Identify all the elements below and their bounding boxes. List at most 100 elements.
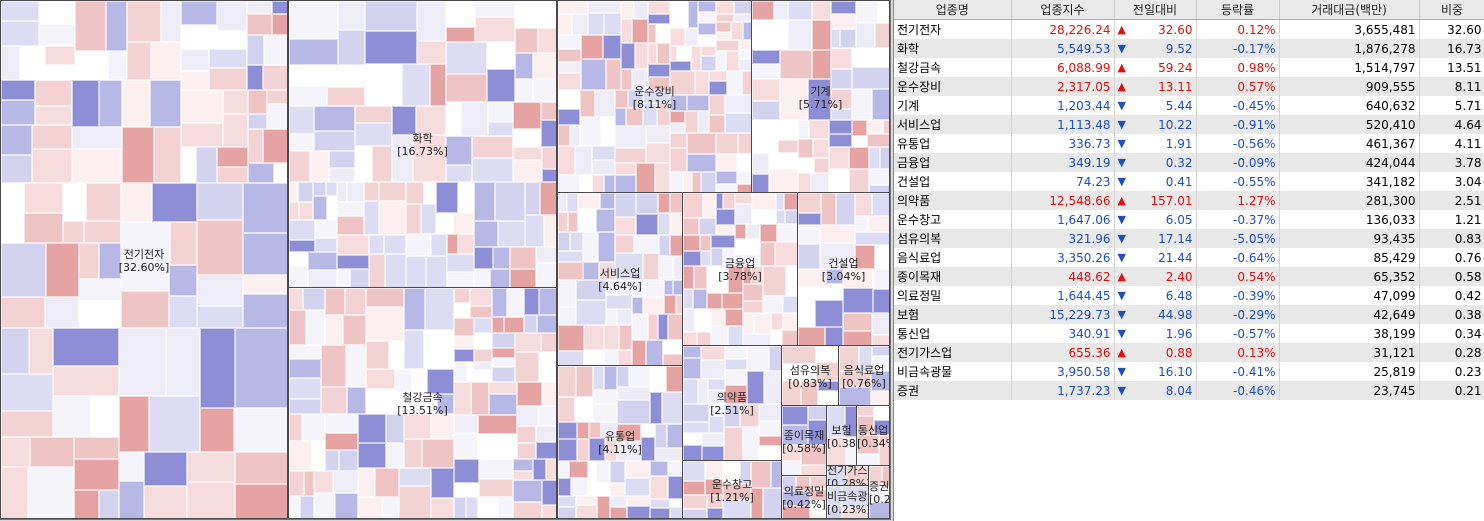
tile-block	[513, 480, 542, 502]
tile-block	[517, 443, 536, 459]
tile-block	[743, 22, 751, 40]
tile-block	[782, 330, 797, 345]
table-row[interactable]: 건설업 74.23 ▼ 0.41 -0.55% 341,182 3.04	[894, 172, 1484, 191]
sector-tile[interactable]: 보험[0.38%]	[826, 405, 857, 466]
column-header: 거래대금(백만)	[1279, 0, 1420, 20]
tile-block	[487, 42, 515, 69]
table-row[interactable]: 음식료업 3,350.26 ▼ 21.44 -0.64% 85,429 0.76	[894, 248, 1484, 267]
table-row[interactable]: 유통업 336.73 ▼ 1.91 -0.56% 461,367 4.11	[894, 134, 1484, 153]
tile-block	[774, 20, 788, 50]
tile-block	[369, 235, 384, 254]
tile-block	[782, 506, 810, 518]
tile-block	[769, 169, 798, 192]
tile-block	[347, 387, 366, 414]
tile-block	[782, 381, 801, 405]
table-row[interactable]: 섬유의복 321.96 ▼ 17.14 -5.05% 93,435 0.83	[894, 229, 1484, 248]
table-row[interactable]: 전기전자 28,226.24 ▲ 32.60 0.12% 3,655,481 32.60	[894, 19, 1484, 39]
table-row[interactable]: 증권 1,737.23 ▼ 8.04 -0.46% 23,745 0.21	[894, 381, 1484, 400]
table-row[interactable]: 운수장비 2,317.05 ▲ 13.11 0.57% 909,555 8.11	[894, 77, 1484, 96]
table-row[interactable]: 철강금속 6,088.99 ▲ 59.24 0.98% 1,514,797 13.51	[894, 58, 1484, 77]
tile-block	[289, 202, 299, 220]
table-row[interactable]: 보험 15,229.73 ▼ 44.98 -0.29% 42,649 0.38	[894, 305, 1484, 324]
tile-block	[487, 69, 515, 102]
sector-tile[interactable]: 기계 [5.71%]	[751, 0, 890, 193]
table-row[interactable]: 통신업 340.91 ▼ 1.96 -0.57% 38,199 0.34	[894, 324, 1484, 343]
volume-cell: 1,514,797	[1279, 58, 1420, 77]
volume-cell: 461,367	[1279, 134, 1420, 153]
sector-tile[interactable]: 서비스업 [4.64%]	[557, 192, 683, 366]
tile-block	[856, 23, 875, 48]
tile-block	[798, 269, 826, 287]
sector-tile[interactable]: 증권[0.21%]	[868, 465, 890, 519]
tile-block	[618, 350, 632, 365]
tile-block	[839, 387, 871, 405]
tile-block	[737, 171, 751, 184]
change-cell: ▼ 5.44	[1114, 96, 1197, 115]
sector-tile[interactable]: 화학 [16.73%]	[288, 0, 557, 288]
sector-tile[interactable]: 음식료업 [0.76%]	[838, 345, 890, 406]
table-row[interactable]: 의료정밀 1,644.45 ▼ 6.48 -0.39% 47,099 0.42	[894, 286, 1484, 305]
tile-block	[872, 346, 889, 356]
table-row[interactable]: 운수창고 1,647.06 ▼ 6.05 -0.37% 136,033 1.21	[894, 210, 1484, 229]
change-cell: ▼ 9.52	[1114, 39, 1197, 58]
sector-tile[interactable]: 전기가스업[0.28%]	[826, 465, 869, 486]
table-row[interactable]: 의약품 12,548.66 ▲ 157.01 1.27% 281,300 2.51	[894, 191, 1484, 210]
tile-block	[181, 49, 209, 71]
tile-block	[454, 382, 471, 415]
sector-tile[interactable]: 금융업 [3.78%]	[682, 192, 798, 346]
table-row[interactable]: 전기가스업 655.36 ▲ 0.88 0.13% 31,121 0.28	[894, 343, 1484, 362]
tile-block	[621, 69, 632, 90]
change-arrow: ▲	[1117, 60, 1126, 74]
tile-block	[223, 114, 248, 147]
tile-block	[540, 1, 556, 28]
sector-tile[interactable]: 섬유의복 [0.83%]	[781, 345, 839, 406]
tile-block	[404, 330, 424, 369]
tile-block	[515, 333, 541, 352]
tile-block	[670, 172, 683, 192]
tile-block	[782, 425, 808, 445]
tile-block	[289, 496, 300, 518]
tile-block	[355, 106, 392, 123]
table-row[interactable]: 금융업 349.19 ▼ 0.32 -0.09% 424,044 3.78	[894, 153, 1484, 172]
weight-cell: 32.60	[1419, 19, 1484, 39]
tile-block	[584, 350, 604, 365]
table-row[interactable]: 화학 5,549.53 ▼ 9.52 -0.17% 1,876,278 16.73	[894, 39, 1484, 58]
tile-block	[1, 243, 46, 297]
sector-tile[interactable]: 비금속광물[0.23%]	[826, 485, 869, 519]
tile-block	[558, 251, 583, 262]
weight-cell: 3.04	[1419, 172, 1484, 191]
tile-block	[571, 478, 588, 496]
tile-block	[446, 165, 472, 182]
tile-block	[474, 269, 490, 287]
sector-tile[interactable]: 운수장비 [8.11%]	[557, 0, 752, 193]
tile-block	[588, 1, 621, 13]
tile-block	[698, 379, 708, 404]
tile-block	[632, 280, 645, 297]
table-row[interactable]: 기계 1,203.44 ▼ 5.44 -0.45% 640,632 5.71	[894, 96, 1484, 115]
table-row[interactable]: 종이목재 448.62 ▲ 2.40 0.54% 65,352 0.58	[894, 267, 1484, 286]
tile-block	[786, 266, 797, 296]
sector-tile[interactable]: 철강금속 [13.51%]	[288, 287, 557, 519]
tile-block	[247, 65, 263, 90]
tile-block	[683, 404, 709, 422]
table-row[interactable]: 서비스업 1,113.48 ▼ 10.22 -0.91% 520,410 4.64	[894, 115, 1484, 134]
tile-block	[655, 163, 670, 192]
tile-block	[1, 80, 35, 100]
sector-tile[interactable]: 의료정밀 [0.42%]	[781, 475, 827, 519]
sector-tile[interactable]: 유통업 [4.11%]	[557, 365, 683, 519]
sector-tile[interactable]: 운수창고 [1.21%]	[682, 460, 782, 519]
change-cell: ▲ 0.88	[1114, 343, 1197, 362]
tile-block	[697, 332, 711, 345]
rate-cell: -0.17%	[1196, 39, 1280, 58]
sector-tile[interactable]: 전기전자 [32.60%]	[0, 0, 288, 519]
tile-block	[272, 14, 287, 35]
sector-tile[interactable]: 통신업[0.34%]	[856, 405, 890, 466]
sector-tile[interactable]: 종이목재 [0.58%]	[781, 405, 827, 476]
sector-tile[interactable]: 건설업 [3.04%]	[797, 192, 890, 346]
sector-tile[interactable]: 의약품 [2.51%]	[682, 345, 782, 461]
tile-block	[289, 106, 314, 134]
tile-block	[782, 476, 796, 491]
tile-block	[600, 193, 615, 209]
table-row[interactable]: 비금속광물 3,950.58 ▼ 16.10 -0.41% 25,819 0.23	[894, 362, 1484, 381]
tile-block	[166, 328, 200, 396]
